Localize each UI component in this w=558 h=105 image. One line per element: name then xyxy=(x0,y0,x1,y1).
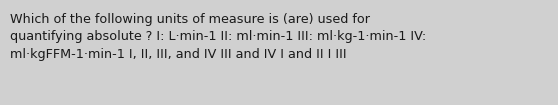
Text: Which of the following units of measure is (are) used for
quantifying absolute ?: Which of the following units of measure … xyxy=(10,13,426,61)
